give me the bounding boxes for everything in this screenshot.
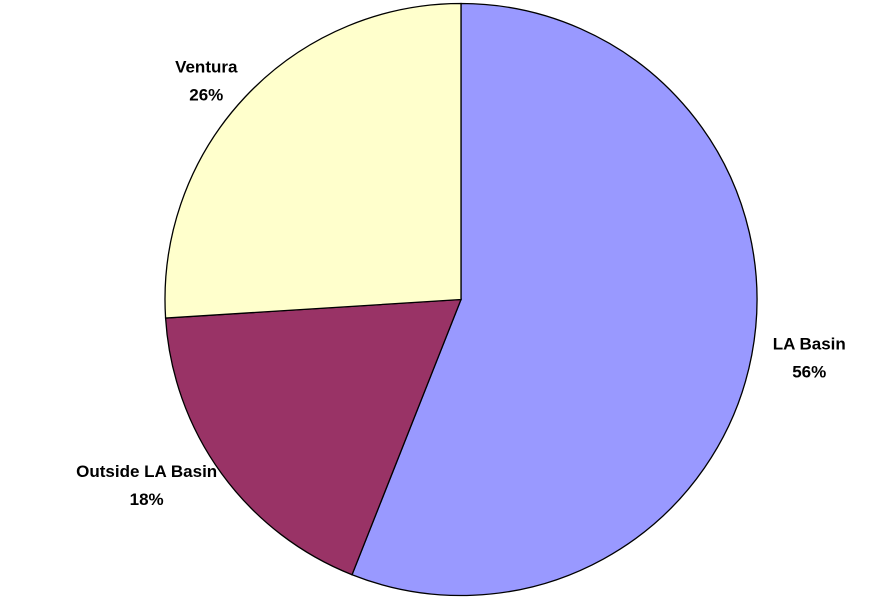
slice-label: Outside LA Basin	[76, 462, 217, 481]
pie-slice	[351, 2, 758, 597]
slice-label: LA Basin	[773, 335, 846, 354]
slice-label: Ventura	[175, 57, 238, 76]
pie-slice	[164, 2, 462, 319]
slice-value-label: 26%	[189, 85, 223, 104]
pie-slice	[164, 298, 462, 576]
slice-value-label: 56%	[792, 363, 826, 382]
slice-value-label: 18%	[130, 490, 164, 509]
